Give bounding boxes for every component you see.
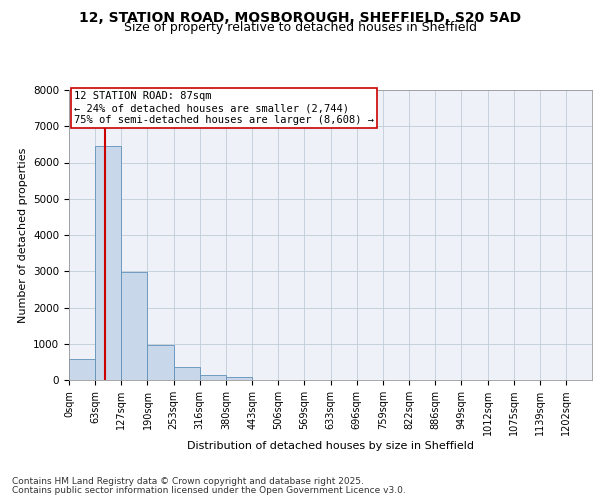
Bar <box>226 378 252 380</box>
Bar <box>69 359 95 380</box>
Text: Contains HM Land Registry data © Crown copyright and database right 2025.: Contains HM Land Registry data © Crown c… <box>12 477 364 486</box>
X-axis label: Distribution of detached houses by size in Sheffield: Distribution of detached houses by size … <box>187 441 474 451</box>
Text: 12, STATION ROAD, MOSBOROUGH, SHEFFIELD, S20 5AD: 12, STATION ROAD, MOSBOROUGH, SHEFFIELD,… <box>79 11 521 25</box>
Y-axis label: Number of detached properties: Number of detached properties <box>17 148 28 322</box>
Text: Contains public sector information licensed under the Open Government Licence v3: Contains public sector information licen… <box>12 486 406 495</box>
Bar <box>121 272 148 380</box>
Bar <box>200 375 226 380</box>
Text: Size of property relative to detached houses in Sheffield: Size of property relative to detached ho… <box>124 22 476 35</box>
Text: 12 STATION ROAD: 87sqm
← 24% of detached houses are smaller (2,744)
75% of semi-: 12 STATION ROAD: 87sqm ← 24% of detached… <box>74 92 374 124</box>
Bar <box>173 367 200 380</box>
Bar <box>148 345 173 380</box>
Bar <box>95 146 121 380</box>
